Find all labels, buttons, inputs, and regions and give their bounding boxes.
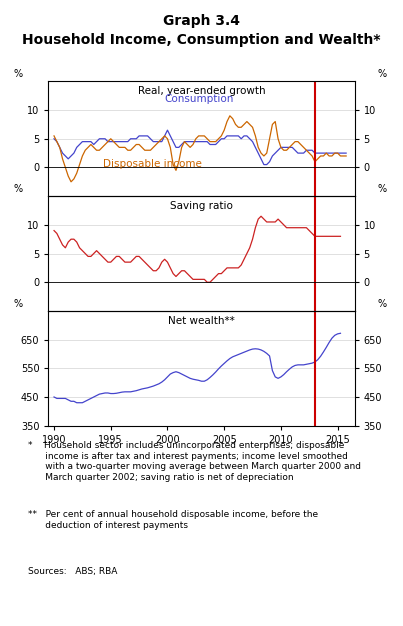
Text: %: % bbox=[13, 299, 22, 309]
Text: Disposable income: Disposable income bbox=[104, 160, 202, 170]
Text: %: % bbox=[13, 69, 22, 79]
Text: Real, year-ended growth: Real, year-ended growth bbox=[138, 86, 265, 96]
Text: Household Income, Consumption and Wealth*: Household Income, Consumption and Wealth… bbox=[22, 33, 381, 47]
Text: %: % bbox=[13, 184, 22, 194]
Text: Net wealth**: Net wealth** bbox=[168, 316, 235, 326]
Text: **   Per cent of annual household disposable income, before the
      deduction : ** Per cent of annual household disposab… bbox=[28, 510, 318, 530]
Text: %: % bbox=[378, 69, 387, 79]
Text: %: % bbox=[378, 299, 387, 309]
Text: Consumption: Consumption bbox=[165, 94, 234, 104]
Text: Sources:   ABS; RBA: Sources: ABS; RBA bbox=[28, 567, 118, 575]
Text: *    Household sector includes unincorporated enterprises; disposable
      inco: * Household sector includes unincorporat… bbox=[28, 441, 361, 481]
Text: %: % bbox=[378, 184, 387, 194]
Text: Saving ratio: Saving ratio bbox=[170, 201, 233, 211]
Text: Graph 3.4: Graph 3.4 bbox=[163, 14, 240, 28]
